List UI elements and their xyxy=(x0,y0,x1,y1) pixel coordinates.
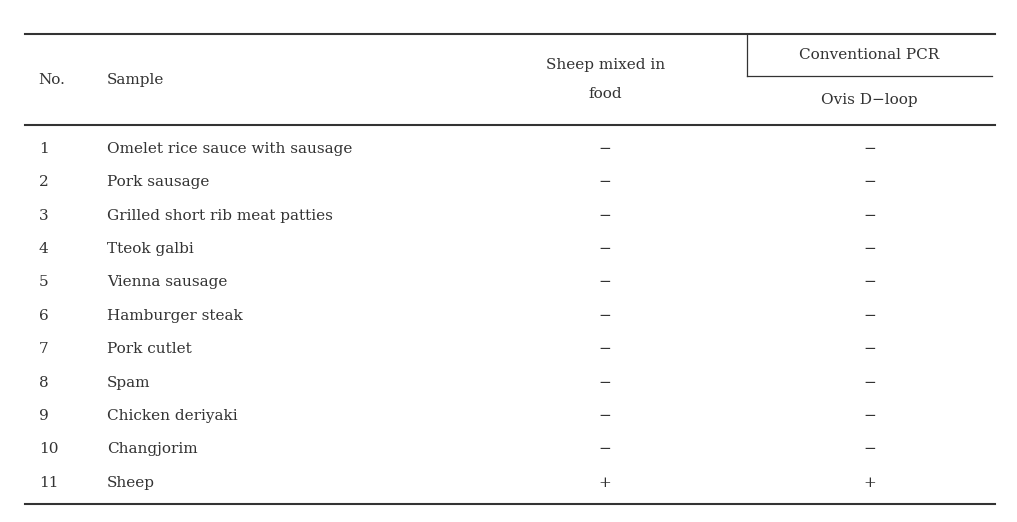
Text: Pork sausage: Pork sausage xyxy=(107,175,210,189)
Text: Vienna sausage: Vienna sausage xyxy=(107,276,227,289)
Text: −: − xyxy=(863,342,876,356)
Text: Spam: Spam xyxy=(107,376,151,389)
Text: −: − xyxy=(599,209,611,222)
Text: −: − xyxy=(863,175,876,189)
Text: 11: 11 xyxy=(39,476,58,490)
Text: −: − xyxy=(863,276,876,289)
Text: Pork cutlet: Pork cutlet xyxy=(107,342,191,356)
Text: Changjorim: Changjorim xyxy=(107,443,197,456)
Text: +: + xyxy=(863,476,876,490)
Text: 5: 5 xyxy=(39,276,48,289)
Text: Sheep: Sheep xyxy=(107,476,155,490)
Text: 2: 2 xyxy=(39,175,49,189)
Text: Omelet rice sauce with sausage: Omelet rice sauce with sausage xyxy=(107,142,352,156)
Text: −: − xyxy=(863,409,876,423)
Text: 10: 10 xyxy=(39,443,58,456)
Text: −: − xyxy=(599,342,611,356)
Text: −: − xyxy=(863,376,876,389)
Text: −: − xyxy=(599,142,611,156)
Text: Sample: Sample xyxy=(107,73,164,87)
Text: 4: 4 xyxy=(39,242,49,256)
Text: Conventional PCR: Conventional PCR xyxy=(799,48,940,62)
Text: −: − xyxy=(599,443,611,456)
Text: −: − xyxy=(599,376,611,389)
Text: Ovis D−loop: Ovis D−loop xyxy=(821,93,918,108)
Text: −: − xyxy=(863,443,876,456)
Text: Sheep mixed in: Sheep mixed in xyxy=(545,58,665,72)
Text: +: + xyxy=(599,476,611,490)
Text: food: food xyxy=(588,87,622,101)
Text: −: − xyxy=(863,242,876,256)
Text: −: − xyxy=(599,409,611,423)
Text: Chicken deriyaki: Chicken deriyaki xyxy=(107,409,237,423)
Text: 3: 3 xyxy=(39,209,48,222)
Text: Grilled short rib meat patties: Grilled short rib meat patties xyxy=(107,209,333,222)
Text: No.: No. xyxy=(39,73,65,87)
Text: 7: 7 xyxy=(39,342,48,356)
Text: −: − xyxy=(863,209,876,222)
Text: 6: 6 xyxy=(39,309,49,323)
Text: −: − xyxy=(599,175,611,189)
Text: −: − xyxy=(863,142,876,156)
Text: −: − xyxy=(863,309,876,323)
Text: −: − xyxy=(599,276,611,289)
Text: Tteok galbi: Tteok galbi xyxy=(107,242,193,256)
Text: 1: 1 xyxy=(39,142,49,156)
Text: 8: 8 xyxy=(39,376,48,389)
Text: −: − xyxy=(599,242,611,256)
Text: 9: 9 xyxy=(39,409,49,423)
Text: Hamburger steak: Hamburger steak xyxy=(107,309,242,323)
Text: −: − xyxy=(599,309,611,323)
